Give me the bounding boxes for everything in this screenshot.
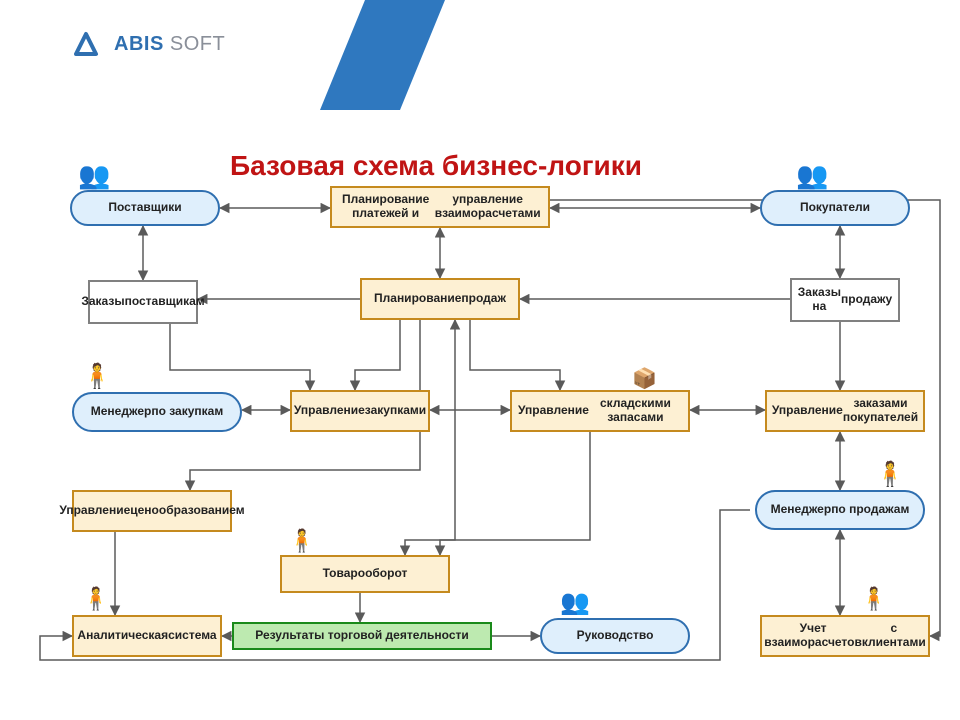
node-manage_buy: Управлениезакупками [290, 390, 430, 432]
boxes-icon: 📦 [632, 366, 657, 391]
node-management: Руководство [540, 618, 690, 654]
edge-manage_stock-turnover [440, 432, 590, 555]
node-mgr_sale: Менеджерпо продажам [755, 490, 925, 530]
node-payments: Планирование платежей иуправление взаимо… [330, 186, 550, 228]
node-mgr_buy: Менеджерпо закупкам [72, 392, 242, 432]
node-turnover: Товарооборот [280, 555, 450, 593]
node-settlements: Учет взаиморасчетовс клиентами [760, 615, 930, 657]
people-icon: 👥 [796, 160, 828, 191]
edge-sales_plan-turnover [405, 320, 455, 555]
diagram-title: Базовая схема бизнес-логики [230, 150, 642, 182]
worker-icon: 🧍 [288, 528, 315, 554]
node-manage_stock: Управлениескладскими запасами [510, 390, 690, 432]
node-orders_sale: Заказы напродажу [790, 278, 900, 322]
person-icon: 🧍 [82, 586, 109, 612]
node-manage_orders: Управлениезаказами покупателей [765, 390, 925, 432]
person-icon: 🧍 [860, 586, 887, 612]
brand-logo: ABIS SOFT [72, 30, 225, 58]
people-icon: 👥 [560, 588, 590, 617]
logo-icon [72, 30, 106, 58]
person-icon: 🧍 [82, 362, 112, 391]
node-pricing: Управлениеценообразованием [72, 490, 232, 532]
header-banner [0, 0, 960, 120]
node-sales_plan: Планированиепродаж [360, 278, 520, 320]
node-analytics: Аналитическаясистема [72, 615, 222, 657]
edge-sales_plan-manage_buy [355, 320, 400, 390]
node-suppliers: Поставщики [70, 190, 220, 226]
edge-orders_sup-manage_buy [170, 324, 310, 390]
node-orders_sup: Заказыпоставщикам [88, 280, 198, 324]
person-icon: 🧍 [875, 460, 905, 489]
people-icon: 👥 [78, 160, 110, 191]
node-results: Результаты торговой деятельности [232, 622, 492, 650]
brand-name: ABIS SOFT [114, 33, 225, 56]
edge-sales_plan-manage_stock [470, 320, 560, 390]
node-buyers: Покупатели [760, 190, 910, 226]
